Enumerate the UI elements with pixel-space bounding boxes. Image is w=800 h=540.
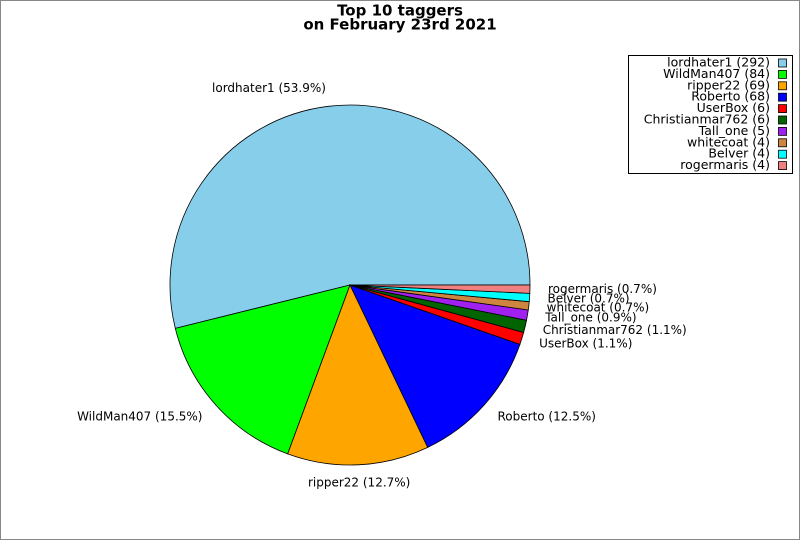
slice-label: WildMan407 (15.5%) — [77, 410, 202, 424]
legend-label: whitecoat (4) — [687, 134, 770, 149]
slice-label: Tall_one (0.9%) — [544, 311, 636, 325]
legend-label: UserBox (6) — [697, 100, 770, 115]
legend-swatch — [778, 127, 787, 136]
legend-swatch — [778, 70, 787, 79]
legend-swatch — [778, 104, 787, 113]
slice-label: rogermaris (0.7%) — [548, 282, 657, 296]
legend-swatch — [778, 149, 787, 159]
legend-label: ripper22 (69) — [687, 77, 770, 92]
slice-label: Belver (0.7%) — [548, 291, 630, 305]
legend-label: Christianmar762 (6) — [644, 112, 770, 127]
slice-label: Christianmar762 (1.1%) — [543, 323, 687, 337]
legend-label: WildMan407 (84) — [663, 66, 770, 81]
slice-label: Roberto (12.5%) — [498, 410, 596, 424]
legend-swatch — [778, 58, 787, 68]
pie-slice — [174, 284, 351, 455]
chart-title: Top 10 taggers — [337, 2, 463, 20]
pie-slice — [349, 284, 521, 448]
slice-label: lordhater1 (53.9%) — [212, 81, 326, 95]
slice-label: UserBox (1.1%) — [539, 336, 632, 350]
slice-label: whitecoat (0.7%) — [547, 300, 650, 314]
legend-swatch — [778, 81, 787, 91]
legend-label: Tall_one (5) — [698, 123, 770, 138]
legend-label: lordhater1 (292) — [667, 55, 770, 70]
legend-swatch — [778, 161, 787, 171]
legend-label: Belver (4) — [708, 146, 770, 161]
legend-swatch — [778, 138, 787, 148]
pie-slice — [349, 284, 531, 294]
legend-label: Roberto (68) — [691, 89, 770, 104]
legend-label: rogermaris (4) — [680, 157, 770, 172]
slice-label: ripper22 (12.7%) — [308, 475, 410, 489]
legend-swatch — [778, 92, 787, 102]
chart-subtitle: on February 23rd 2021 — [303, 16, 496, 34]
legend-swatch — [778, 115, 787, 125]
pie-slice — [169, 104, 531, 329]
legend-box — [628, 55, 793, 174]
pie-slice — [287, 283, 429, 466]
